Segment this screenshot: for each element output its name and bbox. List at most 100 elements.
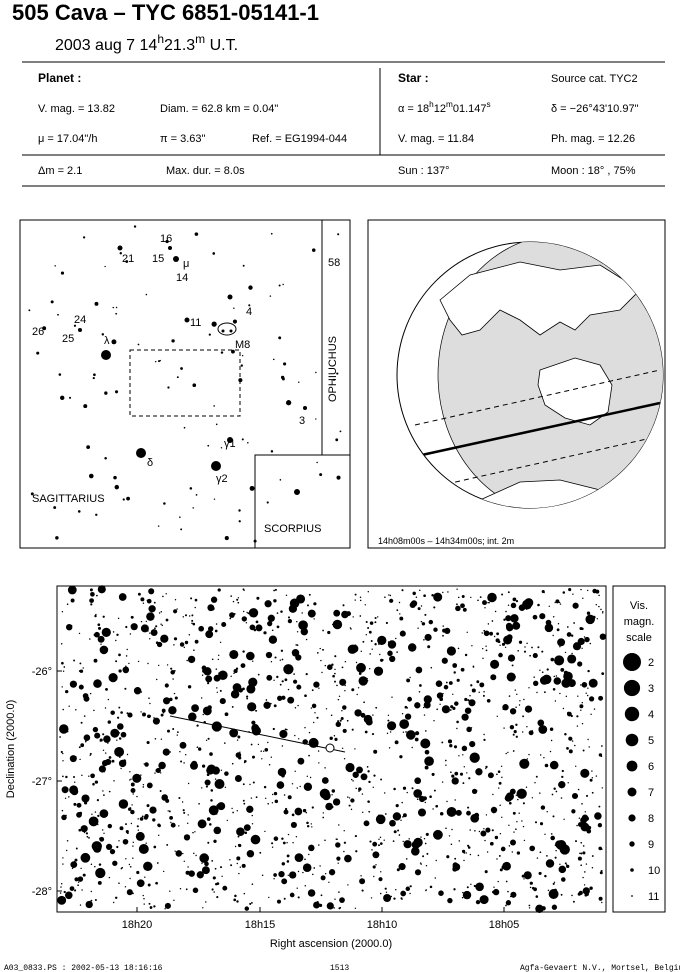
star xyxy=(526,725,528,728)
star xyxy=(512,621,521,630)
star xyxy=(477,599,479,602)
star xyxy=(453,671,456,674)
star xyxy=(294,706,297,709)
star xyxy=(271,846,274,848)
star xyxy=(210,789,214,792)
star xyxy=(417,627,419,629)
star xyxy=(592,678,594,681)
star xyxy=(73,860,76,863)
star xyxy=(160,772,162,774)
star xyxy=(191,705,195,709)
star xyxy=(135,831,145,841)
star xyxy=(483,690,485,693)
star xyxy=(283,794,286,796)
star xyxy=(120,731,127,738)
star xyxy=(361,811,364,814)
star xyxy=(334,655,337,658)
star xyxy=(255,620,259,624)
star xyxy=(160,611,163,613)
star xyxy=(555,840,564,849)
star xyxy=(162,697,171,705)
star xyxy=(337,698,340,701)
star xyxy=(148,638,151,640)
star xyxy=(273,873,277,877)
star xyxy=(307,889,316,897)
star xyxy=(419,589,421,592)
star xyxy=(110,710,115,715)
star xyxy=(589,887,592,889)
star xyxy=(375,706,378,709)
star xyxy=(153,601,156,604)
star xyxy=(146,612,155,621)
star xyxy=(90,823,93,825)
star xyxy=(149,702,151,705)
star xyxy=(62,857,64,859)
star xyxy=(76,802,82,808)
scale-label: 8 xyxy=(648,813,654,825)
star xyxy=(398,601,401,604)
star xyxy=(59,892,62,894)
star xyxy=(598,846,602,851)
star xyxy=(230,675,232,678)
star xyxy=(117,716,120,719)
star xyxy=(289,598,300,609)
star xyxy=(279,729,288,739)
text-part: s xyxy=(487,100,491,109)
star xyxy=(341,710,343,712)
star xyxy=(456,678,460,682)
star xyxy=(590,713,592,716)
star xyxy=(499,868,503,872)
star xyxy=(290,821,297,828)
star xyxy=(415,596,418,598)
star xyxy=(403,814,406,816)
star xyxy=(130,623,138,631)
globe-caption: 14h08m00s – 14h34m00s; int. 2m xyxy=(378,536,514,546)
star xyxy=(465,852,467,854)
star xyxy=(335,721,342,728)
star xyxy=(129,865,132,868)
star xyxy=(130,615,134,619)
star xyxy=(454,771,459,776)
star xyxy=(304,694,307,698)
star xyxy=(107,742,109,744)
star xyxy=(336,372,339,375)
star xyxy=(242,783,245,786)
star xyxy=(115,639,117,642)
star xyxy=(214,778,217,780)
star xyxy=(266,674,273,681)
star xyxy=(273,599,277,603)
star xyxy=(497,770,501,773)
star xyxy=(442,708,445,711)
star xyxy=(552,616,555,618)
star xyxy=(423,701,431,709)
star xyxy=(175,850,183,857)
star xyxy=(513,831,515,833)
star xyxy=(183,426,186,429)
star xyxy=(462,607,467,612)
star xyxy=(65,775,68,779)
star xyxy=(195,705,197,707)
star xyxy=(217,654,220,657)
star xyxy=(224,712,229,717)
star xyxy=(115,390,119,394)
star xyxy=(544,763,549,768)
star xyxy=(79,904,82,906)
finder-label: 11 xyxy=(190,317,201,329)
star xyxy=(327,630,331,635)
star xyxy=(129,771,131,773)
star xyxy=(399,630,406,637)
star xyxy=(81,794,90,803)
star xyxy=(66,730,69,733)
star xyxy=(263,750,265,752)
text-part: m xyxy=(195,32,205,46)
star xyxy=(571,792,579,800)
star xyxy=(561,877,566,882)
text-part: h xyxy=(429,100,434,109)
star xyxy=(494,610,497,613)
star xyxy=(89,588,93,592)
star xyxy=(211,766,220,775)
star xyxy=(276,625,280,629)
star xyxy=(112,860,118,866)
star xyxy=(378,844,380,847)
